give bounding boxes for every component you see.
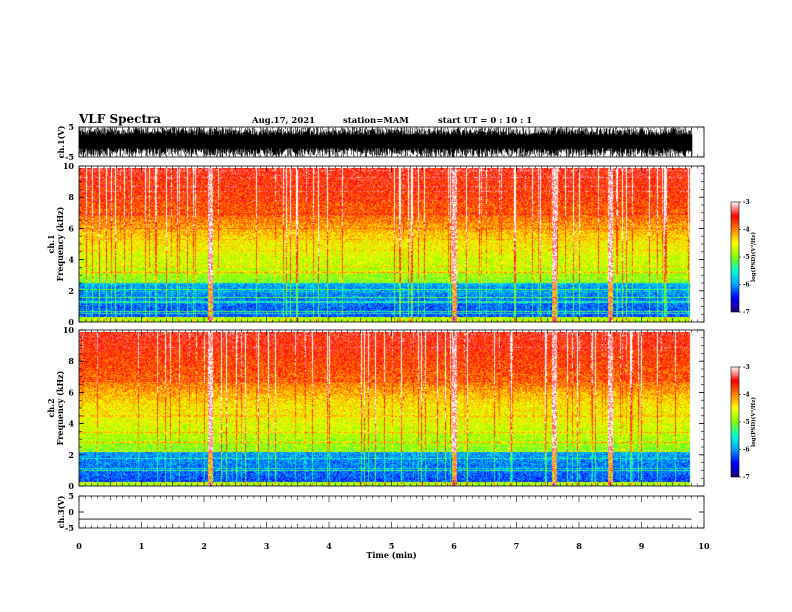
colorbar-title: log(PSD)(V²/Hz)	[750, 397, 757, 447]
colorbar-tick-label: -5	[743, 419, 750, 426]
x-tick-label: 3	[264, 541, 270, 551]
y-tick-label: 10	[63, 325, 75, 335]
y-tick-label: 6	[68, 223, 74, 233]
x-tick-label: 1	[139, 541, 145, 551]
y-tick-label: 10	[63, 161, 75, 171]
y-axis-label: ch.1(V)	[56, 125, 66, 158]
x-tick-label: 10	[698, 541, 710, 551]
x-tick-label: 6	[451, 541, 457, 551]
y-tick-label: 6	[68, 387, 74, 397]
y-axis-label: ch.3(V)	[56, 495, 66, 528]
header-station: station=MAM	[343, 116, 409, 126]
y-tick-label: 0	[68, 507, 74, 517]
ch1-spectrogram-panel: 0 2 4 6 8 10 ch.1Frequency (kHz)	[46, 161, 704, 327]
figure-title: VLF Spectra	[78, 112, 161, 126]
ch2-spectrogram-panel: 0 2 4 6 8 10 ch.2Frequency (kHz)	[46, 325, 704, 491]
colorbar-title: log(PSD)(V²/Hz)	[750, 232, 757, 282]
colorbar-tick-label: -3	[743, 364, 750, 371]
colorbar-tick-label: -4	[743, 392, 750, 399]
y-axis-label: ch.1Frequency (kHz)	[46, 206, 65, 281]
ch1-waveform-panel: 5 -5ch.1(V)	[56, 122, 704, 162]
header-start-ut: start UT = 0 : 10 : 1	[438, 116, 532, 126]
y-tick-label: 5	[68, 122, 74, 132]
y-axis-label-line: ch.1(V)	[56, 125, 66, 158]
colorbar-gradient	[730, 201, 740, 313]
ch1-spectrogram-image	[79, 168, 692, 322]
x-tick-label: 0	[76, 541, 82, 551]
x-tick-label: 9	[639, 541, 645, 551]
y-axis-label-line: ch.2	[46, 398, 56, 417]
y-tick-label: 4	[68, 419, 74, 429]
ch2-colorbar: -3 -4 -5 -6 -7 log(PSD)(V²/Hz)	[730, 364, 757, 481]
y-axis-label-line: Frequency (kHz)	[55, 370, 65, 445]
colorbar-tick-label: -6	[743, 282, 750, 289]
y-tick-label: -5	[65, 523, 74, 533]
colorbar-tick-label: -3	[743, 199, 750, 206]
y-tick-label: 8	[68, 356, 74, 366]
y-tick-label: -5	[65, 152, 74, 162]
x-tick-label: 4	[326, 541, 332, 551]
ch1-colorbar: -3 -4 -5 -6 -7 log(PSD)(V²/Hz)	[730, 199, 757, 316]
y-axis-label-line: ch.3(V)	[56, 495, 66, 528]
ch2-spectrogram-image	[79, 332, 692, 486]
x-tick-label: 5	[389, 541, 395, 551]
x-tick-label: 7	[514, 541, 520, 551]
ch3-waveform-panel: 5 0 -5ch.3(V)	[56, 491, 704, 533]
x-axis-label: Time (min)	[366, 550, 416, 560]
y-axis-label-line: ch.1	[46, 234, 56, 253]
y-axis-label-line: Frequency (kHz)	[55, 206, 65, 281]
y-tick-label: 8	[68, 192, 74, 202]
header-date: Aug.17, 2021	[251, 116, 315, 126]
y-tick-label: 0	[68, 481, 74, 491]
colorbar-tick-label: -6	[743, 447, 750, 454]
colorbar-tick-label: -7	[743, 474, 750, 481]
y-tick-label: 5	[68, 491, 74, 501]
colorbar-tick-label: -4	[743, 227, 750, 234]
x-tick-label: 8	[576, 541, 582, 551]
x-tick-label: 2	[201, 541, 207, 551]
colorbar-tick-label: -7	[743, 309, 750, 316]
y-tick-label: 2	[68, 450, 74, 460]
y-tick-label: 2	[68, 286, 74, 296]
colorbar-tick-label: -5	[743, 254, 750, 261]
ch1-waveform-trace	[78, 127, 693, 157]
y-axis-label: ch.2Frequency (kHz)	[46, 370, 65, 445]
colorbar-gradient	[730, 366, 740, 478]
axes-layer: 0 1 2 3 4 5 6 7 8 9 10 Time (min)	[76, 126, 710, 560]
y-tick-label: 4	[68, 255, 74, 265]
y-tick-label: 0	[68, 317, 74, 327]
